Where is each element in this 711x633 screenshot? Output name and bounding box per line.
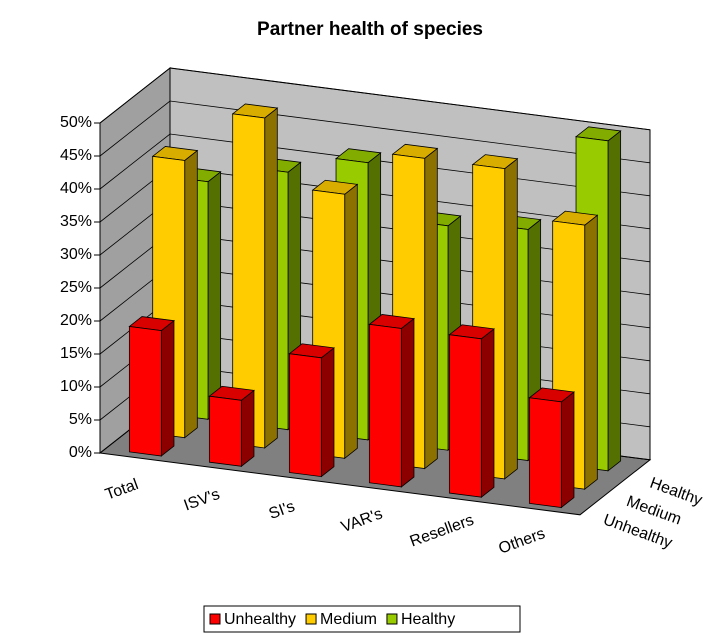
bar-side (560, 391, 575, 509)
bar-side (320, 347, 335, 478)
y-tick-label: 45% (60, 147, 92, 164)
legend-swatch (209, 613, 221, 625)
y-tick-label: 40% (60, 180, 92, 197)
x-tick-label: Total (103, 476, 141, 504)
plot-area: 0% 5% 10% 15% 20% 25% 30% 35% 40% 45% 50% Total ISV'… (60, 66, 704, 558)
x-tick-label: Others (496, 525, 547, 557)
y-tick-label: 15% (60, 345, 92, 362)
legend-label: Healthy (401, 611, 455, 628)
legend-swatch (305, 613, 317, 625)
bar-side (607, 130, 622, 472)
bar (391, 143, 439, 470)
x-tick-label: ISV's (182, 486, 222, 515)
bar-front (208, 395, 242, 467)
x-tick-label: SI's (267, 498, 297, 523)
bar-side (344, 183, 358, 460)
bar (448, 324, 495, 499)
bar (288, 343, 335, 478)
bar-side (400, 317, 415, 488)
y-tick-label: 35% (60, 213, 92, 230)
legend (203, 605, 521, 633)
bar (128, 316, 175, 457)
x-tick-label: VAR's (339, 505, 385, 536)
bar-side (207, 171, 222, 421)
bar-side (264, 107, 278, 449)
bar-side (504, 157, 518, 480)
grid-line (99, 67, 651, 131)
bar-front (528, 397, 562, 508)
bar (231, 103, 279, 449)
legend-label: Unhealthy (224, 611, 296, 628)
bar (528, 387, 575, 509)
y-tick-label: 50% (60, 114, 92, 131)
bar-side (240, 389, 255, 468)
y-tick-label: 20% (60, 312, 92, 329)
bar-front (128, 326, 162, 457)
legend-swatch (386, 613, 398, 625)
bar-side (424, 147, 438, 470)
bar-side (480, 328, 495, 499)
bar-side (184, 149, 198, 439)
y-tick-label: 10% (60, 378, 92, 395)
y-tick-label: 30% (60, 246, 92, 263)
chart-title: Partner health of species (257, 19, 483, 40)
bar-side (584, 214, 598, 490)
y-tick-label: 0% (69, 444, 92, 461)
bar (208, 385, 255, 468)
y-tick-label: 25% (60, 279, 92, 296)
grid-line (99, 100, 651, 164)
bar-front (448, 334, 482, 498)
y-tick-label: 5% (69, 411, 92, 428)
x-tick-label: Resellers (408, 512, 476, 551)
bar-front (288, 353, 322, 478)
legend-items: Unhealthy Medium Healthy (209, 611, 455, 628)
legend-label: Medium (320, 611, 377, 628)
bar-front (368, 323, 402, 488)
bar (368, 314, 415, 488)
bar-side (160, 319, 175, 457)
